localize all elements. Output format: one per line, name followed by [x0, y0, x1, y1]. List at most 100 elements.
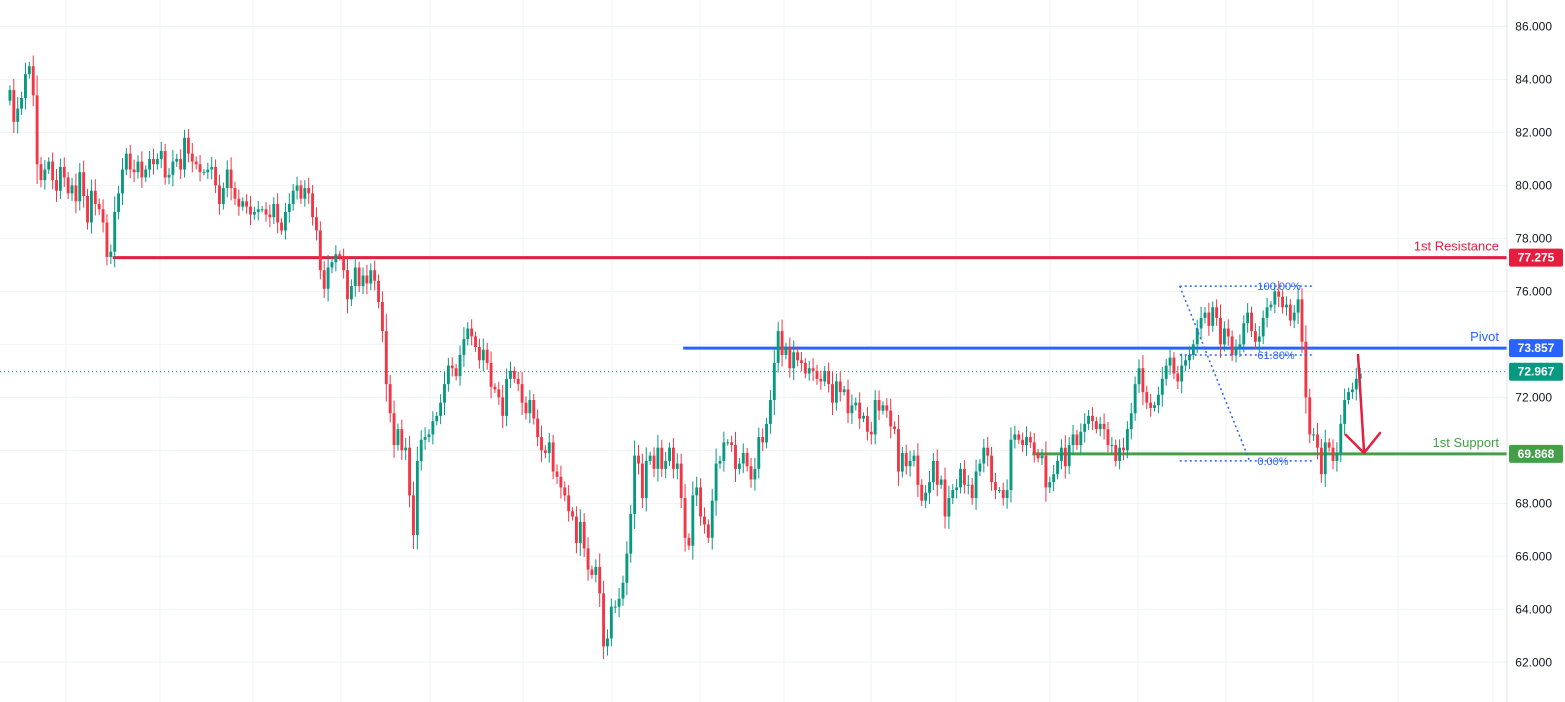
candle: [291, 190, 295, 204]
candle: [951, 490, 955, 499]
candle: [342, 256, 346, 271]
candle: [1091, 415, 1094, 422]
candle: [629, 513, 633, 554]
candle: [908, 460, 912, 467]
candle: [578, 521, 582, 544]
candle: [1137, 368, 1141, 385]
candle: [1195, 328, 1199, 345]
candle: [1005, 490, 1009, 499]
candle: [768, 400, 772, 424]
candle: [58, 166, 62, 191]
candle: [400, 429, 404, 451]
candle: [62, 166, 66, 178]
candle: [920, 484, 924, 501]
fib-level-label: 0.00%: [1257, 456, 1288, 468]
candle: [1098, 423, 1102, 430]
candle: [691, 495, 695, 546]
candle: [361, 275, 365, 287]
candle: [404, 447, 408, 451]
candle: [563, 487, 567, 496]
last-price-badge-text: 72.967: [1518, 365, 1555, 379]
candle: [582, 521, 586, 549]
support-label: 1st Support: [1433, 435, 1500, 450]
candle: [1168, 357, 1172, 366]
candle: [458, 354, 462, 377]
candle: [1013, 434, 1017, 440]
candle: [396, 429, 400, 446]
candle: [493, 386, 497, 390]
candle: [776, 331, 780, 363]
candle: [1343, 400, 1347, 424]
candle: [1153, 405, 1156, 408]
candle: [928, 482, 931, 493]
fibonacci-retracement[interactable]: 100.00% 61.80% 0.00%: [1179, 281, 1314, 468]
candle: [869, 431, 873, 435]
candle: [501, 397, 505, 416]
candle: [86, 196, 89, 223]
candle: [807, 368, 811, 374]
candle: [931, 460, 935, 483]
candle: [788, 347, 792, 369]
candle: [671, 447, 675, 469]
price-axis-tick-label: 72.000: [1515, 390, 1552, 404]
candle: [128, 153, 132, 170]
candle: [524, 402, 528, 414]
candle: [997, 490, 1001, 492]
candle: [252, 211, 256, 215]
candle: [186, 137, 190, 154]
candle: [144, 169, 148, 178]
candle: [962, 468, 966, 485]
price-axis-tick-label: 68.000: [1515, 496, 1552, 510]
candle: [439, 402, 443, 416]
resistance-badge: [1509, 248, 1563, 267]
candle: [450, 365, 454, 369]
candle: [74, 185, 78, 202]
candle: [1083, 423, 1087, 432]
candle: [117, 193, 121, 212]
candle: [1238, 344, 1242, 348]
candle: [260, 209, 264, 211]
candle: [609, 606, 613, 639]
candle: [862, 415, 865, 419]
candle: [1180, 365, 1184, 382]
candle: [885, 405, 889, 411]
candle: [540, 437, 543, 451]
candle: [648, 455, 652, 461]
candle: [268, 214, 272, 218]
candle: [198, 164, 202, 173]
candle: [757, 437, 761, 469]
level-lines: [0, 256, 1507, 456]
candle: [567, 495, 571, 512]
candle: [408, 447, 412, 496]
candle: [1219, 317, 1222, 345]
candle: [846, 389, 850, 414]
candle: [183, 137, 186, 170]
candle: [765, 423, 768, 443]
candle: [749, 466, 753, 480]
candle: [900, 452, 904, 472]
candle: [334, 254, 338, 263]
candle: [714, 463, 718, 501]
candle: [349, 286, 353, 300]
candle: [283, 211, 287, 231]
candle: [555, 471, 559, 477]
candle: [1129, 413, 1133, 430]
candle: [477, 347, 481, 361]
candle: [621, 582, 625, 599]
candle: [1188, 354, 1191, 361]
candle: [124, 153, 128, 170]
candle: [1036, 452, 1040, 459]
candle: [947, 498, 951, 517]
candle: [959, 468, 962, 488]
candle: [190, 153, 194, 162]
candle: [412, 495, 415, 536]
candle: [800, 360, 803, 363]
candle: [249, 206, 252, 215]
candle: [384, 331, 388, 385]
price-axis[interactable]: 86.00084.00082.00080.00078.00076.00074.0…: [1506, 0, 1565, 702]
candle: [66, 177, 70, 194]
candle: [571, 511, 574, 517]
candle: [1087, 415, 1091, 424]
